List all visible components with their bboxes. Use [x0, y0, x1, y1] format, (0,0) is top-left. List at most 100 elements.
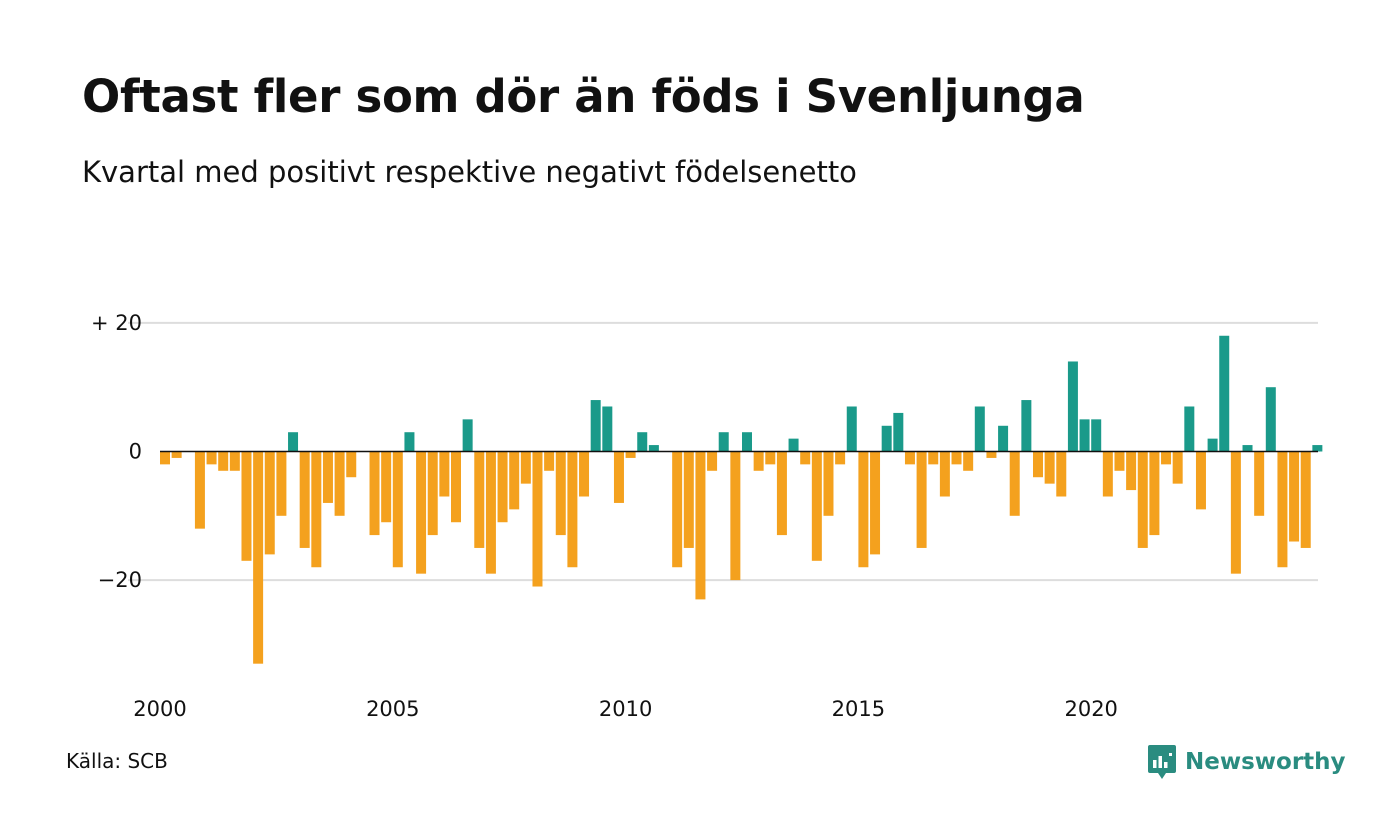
bar: [648, 445, 659, 452]
bar: [416, 451, 427, 574]
bar: [1137, 451, 1148, 548]
bar: [1149, 451, 1160, 536]
bar: [1067, 361, 1078, 452]
bar: [858, 451, 869, 568]
source-note: Källa: SCB: [66, 749, 168, 773]
bar: [1219, 335, 1230, 452]
bar: [322, 451, 333, 503]
bar: [299, 451, 310, 548]
bar: [474, 451, 485, 548]
bar: [974, 406, 985, 452]
brand-logo: Newsworthy: [1147, 744, 1346, 780]
bar: [1126, 451, 1137, 491]
bar: [788, 438, 799, 452]
bar: [369, 451, 380, 536]
bar: [963, 451, 974, 471]
bar: [730, 451, 741, 581]
bar: [276, 451, 287, 516]
bar: [637, 432, 648, 452]
bar: [427, 451, 438, 536]
bar: [904, 451, 915, 465]
bar: [579, 451, 590, 497]
bar: [381, 451, 392, 523]
bar: [451, 451, 461, 523]
bar: [916, 451, 927, 548]
y-tick-label: −20: [98, 568, 142, 592]
bar: [707, 451, 718, 471]
bar: [742, 432, 752, 452]
bar: [1056, 451, 1067, 497]
bar: [986, 451, 997, 458]
x-tick-label: 2015: [832, 697, 885, 721]
bar: [590, 400, 601, 452]
bar: [532, 451, 543, 587]
bar: [1254, 451, 1265, 516]
bar: [509, 451, 520, 510]
bar: [346, 451, 357, 478]
bar: [1184, 406, 1195, 452]
bar: [893, 412, 904, 452]
x-tick-label: 2005: [366, 697, 419, 721]
chart-subtitle: Kvartal med positivt respektive negativt…: [82, 155, 857, 189]
bar: [171, 451, 182, 458]
bar: [241, 451, 252, 561]
bar: [1312, 445, 1323, 452]
bar: [1114, 451, 1125, 471]
bar: [206, 451, 217, 465]
bar: [939, 451, 950, 497]
bar: [835, 451, 846, 465]
x-tick-label: 2000: [133, 697, 186, 721]
bar: [846, 406, 857, 452]
bar: [613, 451, 624, 503]
bar: [160, 451, 170, 465]
bar: [1230, 451, 1241, 574]
bar: [1079, 419, 1090, 452]
bar: [800, 451, 811, 465]
bar: [404, 432, 415, 452]
bar: [1195, 451, 1206, 510]
bar: [928, 451, 939, 465]
x-tick-label: 2010: [599, 697, 652, 721]
bar: [264, 451, 275, 555]
x-tick-label: 2020: [1064, 697, 1117, 721]
bar: [1044, 451, 1055, 484]
bar: [555, 451, 566, 536]
bar: [334, 451, 345, 516]
bar: [1102, 451, 1113, 497]
bar: [718, 432, 729, 452]
bar: [881, 425, 892, 452]
bar: [497, 451, 508, 523]
bar: [683, 451, 694, 548]
bar: [951, 451, 962, 465]
bar: [753, 451, 764, 471]
newsworthy-logo-icon: [1148, 745, 1176, 779]
bar: [765, 451, 776, 465]
bar: [288, 432, 299, 452]
bar: [544, 451, 555, 471]
bar: [1289, 451, 1300, 542]
bar: [392, 451, 403, 568]
bar: [1033, 451, 1043, 478]
bar: [567, 451, 578, 568]
bar: [1172, 451, 1183, 484]
bar: [1207, 438, 1218, 452]
bar: [1161, 451, 1172, 465]
bar: [998, 425, 1009, 452]
bar: [625, 451, 636, 458]
bar: [823, 451, 834, 516]
bar: [1242, 445, 1253, 452]
y-tick-label: 0: [129, 440, 142, 464]
bar: [253, 451, 264, 664]
bar: [1091, 419, 1102, 452]
bar: [1277, 451, 1288, 568]
y-tick-label: + 20: [91, 311, 142, 335]
bar: [520, 451, 531, 484]
bar: [1300, 451, 1311, 548]
bar: [1009, 451, 1020, 516]
bar: [602, 406, 613, 452]
bar: [311, 451, 322, 568]
bar: [811, 451, 822, 561]
bar: [776, 451, 787, 536]
bar: [439, 451, 450, 497]
